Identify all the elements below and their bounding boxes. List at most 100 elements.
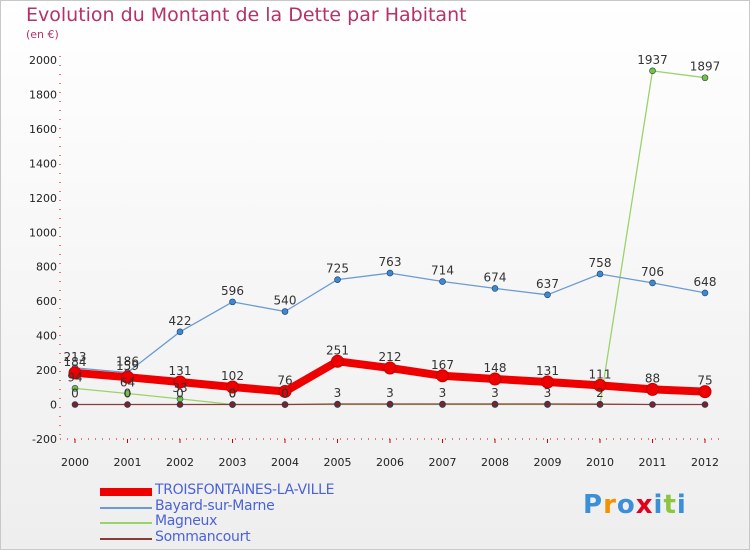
data-point [593, 378, 607, 392]
data-label: 0 [281, 387, 289, 401]
data-label: 76 [277, 373, 292, 387]
data-point [386, 400, 394, 408]
data-point [229, 401, 236, 408]
data-point [698, 385, 712, 399]
legend-swatch [100, 488, 152, 496]
legend-item: Bayard-sur-Marne [100, 498, 420, 517]
data-label: 758 [589, 256, 612, 270]
data-point [278, 384, 292, 398]
legend-swatch [100, 537, 152, 540]
data-label: 3 [334, 386, 342, 400]
x-tick-label: 2007 [429, 456, 457, 469]
y-tick-label: 0 [50, 399, 57, 412]
y-tick-label: 800 [36, 261, 57, 274]
x-tick-label: 2001 [114, 456, 142, 469]
data-point [649, 401, 656, 408]
data-label: 3 [439, 386, 447, 400]
data-point [649, 67, 656, 75]
y-tick-label: 1600 [29, 123, 57, 136]
chart-title: Evolution du Montant de la Dette par Hab… [26, 4, 467, 26]
data-point [701, 74, 709, 82]
data-point [488, 372, 502, 386]
data-label: 596 [221, 284, 244, 298]
data-point [701, 401, 709, 408]
x-tick-label: 2005 [324, 456, 352, 469]
data-point [331, 354, 344, 368]
legend-swatch [100, 506, 152, 509]
data-label: 88 [645, 371, 660, 385]
logo-letter: t [663, 490, 677, 520]
data-point [386, 269, 394, 277]
data-label: 0 [229, 387, 237, 401]
data-label: 706 [641, 265, 664, 279]
data-label: 637 [536, 277, 559, 291]
data-point [649, 279, 656, 287]
data-point [439, 278, 446, 285]
logo-letter: r [603, 490, 617, 520]
data-point [281, 308, 289, 315]
data-label: 131 [536, 364, 559, 378]
data-label: 111 [589, 367, 612, 381]
logo-letter: i [676, 490, 687, 520]
y-tick-label: 1400 [29, 157, 57, 170]
x-tick-label: 2008 [481, 456, 509, 469]
data-point [596, 400, 604, 408]
y-tick-label: 1000 [29, 226, 57, 239]
data-point [334, 400, 341, 408]
data-label: 2 [596, 386, 604, 400]
legend-swatch [100, 522, 152, 524]
data-label: 0 [229, 387, 237, 401]
data-label: 0 [281, 387, 289, 401]
legend-label: Magneux [155, 513, 218, 529]
data-label: 186 [116, 355, 139, 369]
x-tick-label: 2000 [61, 456, 89, 469]
x-tick-label: 2002 [166, 456, 194, 469]
data-label: 212 [379, 350, 402, 364]
data-label: 102 [221, 369, 244, 383]
data-label: 33 [172, 381, 187, 395]
y-tick-label: 1200 [29, 192, 57, 205]
data-point [124, 390, 131, 397]
proxiti-logo: Proxiti [583, 490, 687, 520]
x-tick-label: 2012 [691, 456, 719, 469]
data-label: 3 [544, 386, 552, 400]
data-point [124, 401, 131, 408]
data-point [226, 380, 239, 394]
data-point [491, 285, 499, 292]
data-point [281, 401, 289, 408]
data-point [596, 270, 604, 278]
data-point [173, 375, 187, 389]
data-point [71, 401, 79, 408]
data-label: 422 [169, 314, 192, 328]
y-tick-label: 200 [36, 364, 57, 377]
x-tick-label: 2003 [219, 456, 247, 469]
logo-letter: x [635, 490, 654, 520]
data-point [68, 366, 82, 380]
data-point [646, 382, 659, 396]
data-label: 674 [484, 270, 507, 284]
data-label: 1897 [690, 60, 721, 74]
data-point [491, 400, 499, 408]
data-point [229, 298, 236, 306]
data-label: 75 [697, 374, 712, 388]
data-label: 184 [64, 355, 87, 369]
data-label: 1937 [637, 53, 668, 67]
data-point [541, 375, 554, 389]
y-tick-label: 600 [36, 295, 57, 308]
x-tick-label: 2010 [586, 456, 614, 469]
data-point [71, 385, 79, 392]
data-label: 159 [116, 359, 139, 373]
data-label: 540 [274, 294, 297, 308]
y-tick-label: 400 [36, 330, 57, 343]
data-label: 0 [71, 387, 79, 401]
data-label: 725 [326, 262, 349, 276]
data-label: 167 [431, 358, 454, 372]
logo-letter: P [583, 490, 604, 520]
logo-letter: o [616, 490, 636, 520]
data-point [701, 289, 709, 297]
data-point [544, 400, 551, 408]
data-point [121, 370, 134, 384]
legend-item: TROISFONTAINES-LA-VILLE [100, 482, 420, 501]
chart-subtitle: (en €) [26, 28, 59, 41]
